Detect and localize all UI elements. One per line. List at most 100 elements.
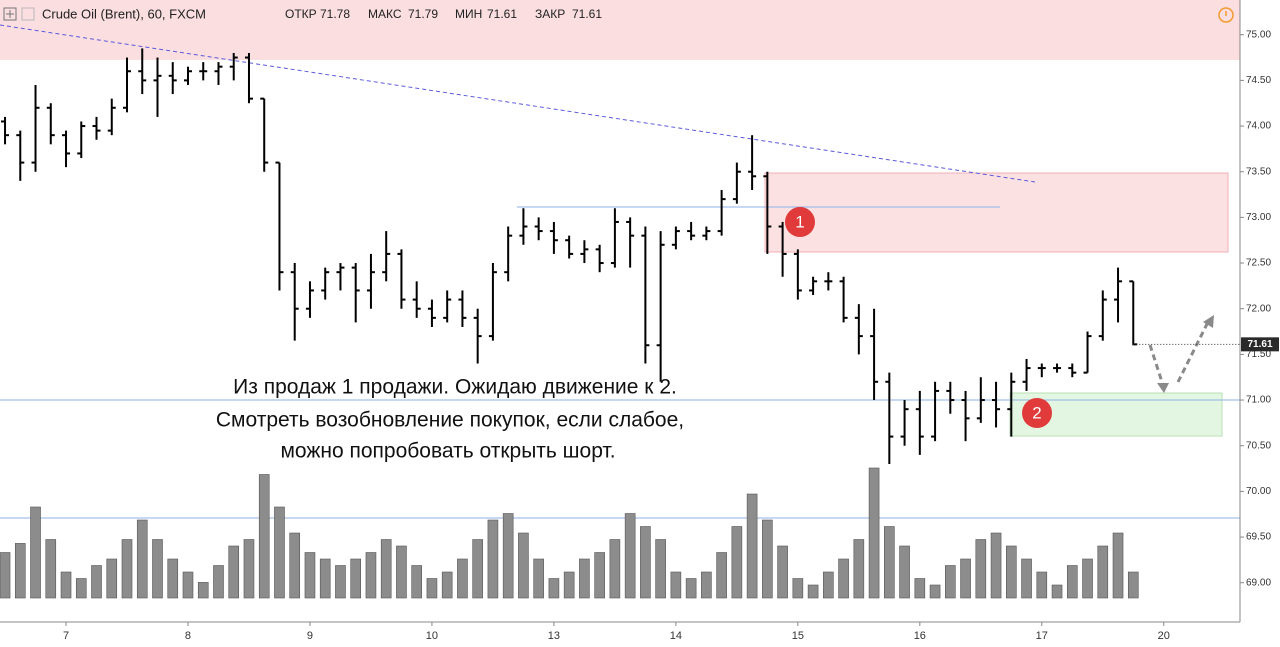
volume-bar (197, 582, 209, 599)
sell-zone (764, 172, 1229, 253)
volume-bar (0, 552, 11, 599)
volume-bar (731, 526, 743, 599)
volume-bar (716, 552, 727, 599)
arrow-head (1203, 315, 1214, 328)
volume-bar (167, 558, 179, 599)
icon[interactable] (3, 7, 17, 21)
arrow-head (1157, 383, 1169, 393)
x-tick-label: 8 (185, 630, 191, 642)
volume-bar (1097, 545, 1109, 599)
icon[interactable] (21, 7, 35, 21)
volume-bar (60, 571, 72, 599)
volume-bar (274, 506, 285, 599)
volume-bar (380, 539, 392, 599)
volume-bar (1036, 571, 1048, 599)
volume-bar (1006, 545, 1017, 599)
volume-bar (746, 493, 758, 599)
volume-bar (75, 578, 87, 599)
forecast-arrows (1148, 321, 1210, 386)
volume-bar (487, 519, 499, 599)
y-tick-label: 71.50 (1246, 349, 1271, 360)
y-tick-label: 70.50 (1246, 440, 1271, 451)
y-tick-label: 73.00 (1246, 212, 1271, 223)
y-tick-label: 74.00 (1246, 121, 1271, 132)
low-label: МИН (455, 7, 482, 21)
y-tick-label: 70.00 (1246, 486, 1271, 497)
volume-bar (533, 558, 544, 599)
volume-bar (624, 513, 636, 599)
price-bars (0, 48, 1139, 599)
volume-bar (563, 571, 575, 599)
volume-bar (396, 545, 407, 599)
volume-bar (228, 545, 240, 599)
arrow-down (1148, 344, 1165, 386)
warning-icon[interactable] (1218, 7, 1234, 23)
x-tick-label: 10 (426, 630, 438, 642)
resistance-zone (0, 0, 1240, 60)
arrow-up (1176, 321, 1210, 383)
y-tick-label: 69.00 (1246, 577, 1271, 588)
volume-bar (106, 558, 118, 599)
close-label: ЗАКР (535, 7, 565, 21)
high-label: МАКС (368, 7, 402, 21)
volume-bar (670, 571, 682, 599)
x-tick-label: 17 (1036, 630, 1048, 642)
volume-bar (121, 539, 133, 599)
volume-bar (319, 558, 331, 599)
volume-bar (945, 565, 956, 599)
x-tick-label: 14 (670, 630, 682, 642)
annotation: можно попробовать открыть шорт. (280, 440, 615, 463)
y-tick-label: 72.00 (1246, 303, 1271, 314)
y-tick-label: 75.00 (1246, 29, 1271, 40)
marker-circle (785, 207, 815, 237)
volume-bar (548, 578, 560, 599)
volume-bar (975, 539, 987, 599)
volume-bar (838, 558, 849, 599)
y-tick-label: 71.00 (1246, 395, 1271, 406)
volume-bar (792, 578, 804, 599)
high-value: 71.79 (408, 7, 438, 21)
open-value: 71.78 (320, 7, 350, 21)
volume-bar (609, 539, 621, 599)
volume-bar (853, 539, 865, 599)
volume-bar (502, 513, 514, 599)
volume-bar (152, 539, 163, 599)
volume-bar (640, 526, 651, 599)
volume-bar (990, 532, 1002, 599)
volume-bar (472, 539, 483, 599)
last-price-label: 71.61 (1247, 339, 1272, 350)
volume-bar (655, 539, 666, 599)
volume-bar (868, 467, 880, 599)
x-tick-label: 7 (63, 630, 69, 642)
last-price-tag (1241, 337, 1279, 352)
x-tick-label: 13 (548, 630, 560, 642)
volume-bar (45, 539, 57, 599)
volume-bar (1082, 558, 1093, 599)
volume-bar (182, 571, 194, 599)
volume-bar (258, 474, 270, 599)
marker-label: 1 (795, 212, 804, 231)
volume-bar (426, 578, 438, 599)
volume-bar (685, 578, 697, 599)
volume-bar (441, 571, 453, 599)
annotation: Смотреть возобновление покупок, если сла… (216, 409, 684, 432)
volume-bar (289, 532, 301, 599)
volume-bar (1127, 571, 1139, 599)
volume-bar (136, 519, 148, 599)
volume-bar (1066, 565, 1078, 599)
volume-bar (350, 558, 362, 599)
marker-label: 2 (1032, 403, 1041, 422)
volume-bar (1051, 584, 1063, 599)
volume-bar (335, 565, 346, 599)
volume-bar (960, 558, 971, 599)
volume-bar (899, 545, 910, 599)
volume-bar (457, 558, 468, 599)
marker-circle (1022, 398, 1052, 428)
volume-bar (304, 552, 316, 599)
volume-bar (701, 571, 712, 599)
volume-bar (14, 543, 26, 599)
volume-bar (243, 539, 255, 599)
volume-bar (1021, 558, 1032, 599)
